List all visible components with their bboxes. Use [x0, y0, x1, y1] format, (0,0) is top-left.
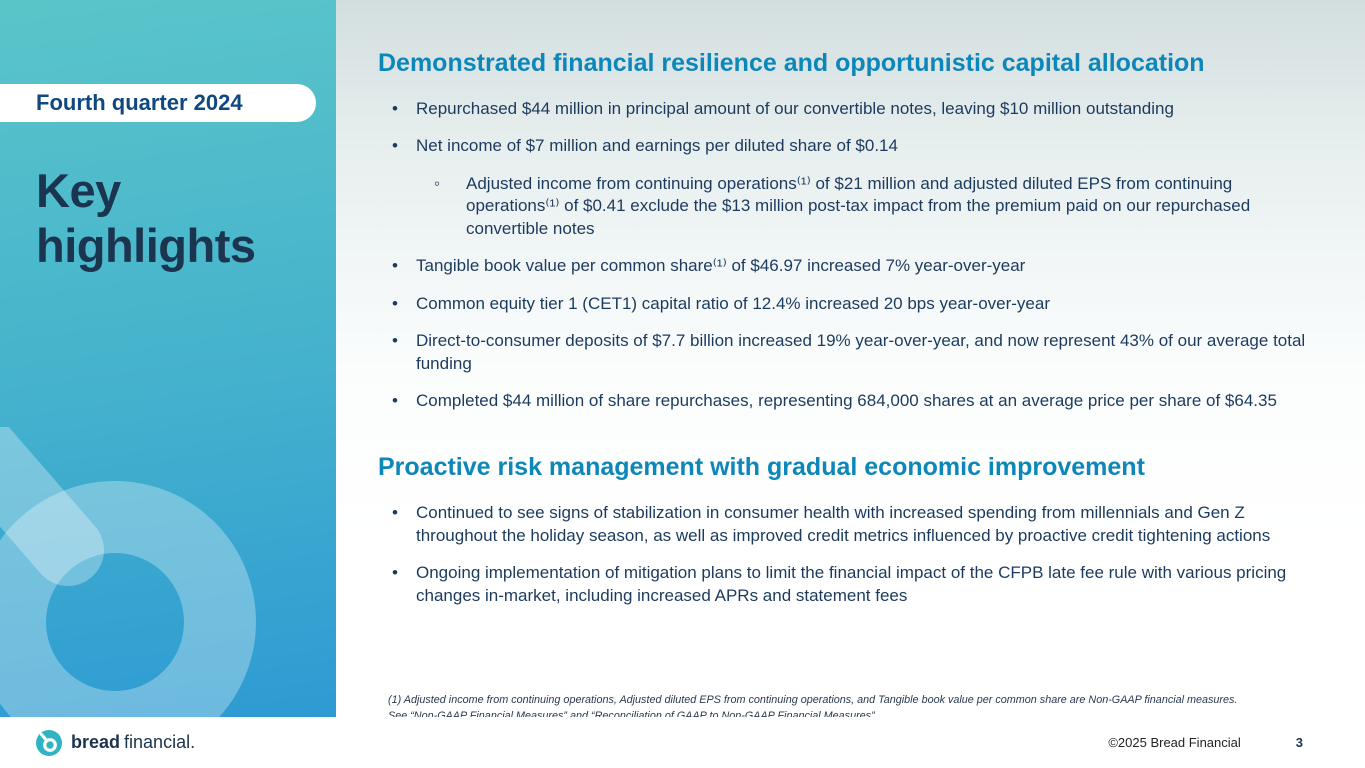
brand-wordmark: bread financial.	[71, 732, 195, 753]
quarter-tag: Fourth quarter 2024	[0, 84, 316, 122]
brand-wordmark-regular: financial.	[124, 732, 196, 752]
section-heading-capital-allocation: Demonstrated financial resilience and op…	[378, 49, 1205, 77]
bullet-item: Net income of $7 million and earnings pe…	[378, 135, 1325, 158]
section-heading-risk-management: Proactive risk management with gradual e…	[378, 453, 1145, 482]
bullet-item: Common equity tier 1 (CET1) capital rati…	[378, 293, 1325, 316]
page-number: 3	[1295, 735, 1303, 750]
bullet-item: Tangible book value per common share⁽¹⁾ …	[378, 255, 1325, 278]
copyright-text: ©2025 Bread Financial	[1108, 735, 1241, 750]
brand-logo-icon	[36, 729, 62, 756]
brand-logo: bread financial.	[36, 729, 195, 756]
brand-watermark-icon	[0, 427, 256, 717]
bullet-item: Completed $44 million of share repurchas…	[378, 390, 1325, 413]
bullet-item: Direct-to-consumer deposits of $7.7 bill…	[378, 330, 1325, 375]
bullet-list-capital-allocation: Repurchased $44 million in principal amo…	[378, 98, 1325, 413]
slide-title: Key highlights	[36, 164, 256, 273]
sub-bullet-item: Adjusted income from continuing operatio…	[378, 173, 1325, 240]
bullet-item: Repurchased $44 million in principal amo…	[378, 98, 1325, 121]
bullet-list-risk-management: Continued to see signs of stabilization …	[378, 502, 1325, 607]
brand-wordmark-bold: bread	[71, 732, 121, 752]
sidebar: Fourth quarter 2024 Key highlights	[0, 0, 336, 717]
footer-right: ©2025 Bread Financial 3	[1108, 735, 1303, 750]
footnote-line-1: (1) Adjusted income from continuing oper…	[388, 694, 1238, 706]
footer: bread financial. ©2025 Bread Financial 3	[0, 717, 1365, 768]
bullet-item: Ongoing implementation of mitigation pla…	[378, 562, 1325, 607]
content-area: Demonstrated financial resilience and op…	[336, 0, 1365, 722]
bullet-item: Continued to see signs of stabilization …	[378, 502, 1325, 547]
quarter-tag-label: Fourth quarter 2024	[36, 90, 243, 115]
